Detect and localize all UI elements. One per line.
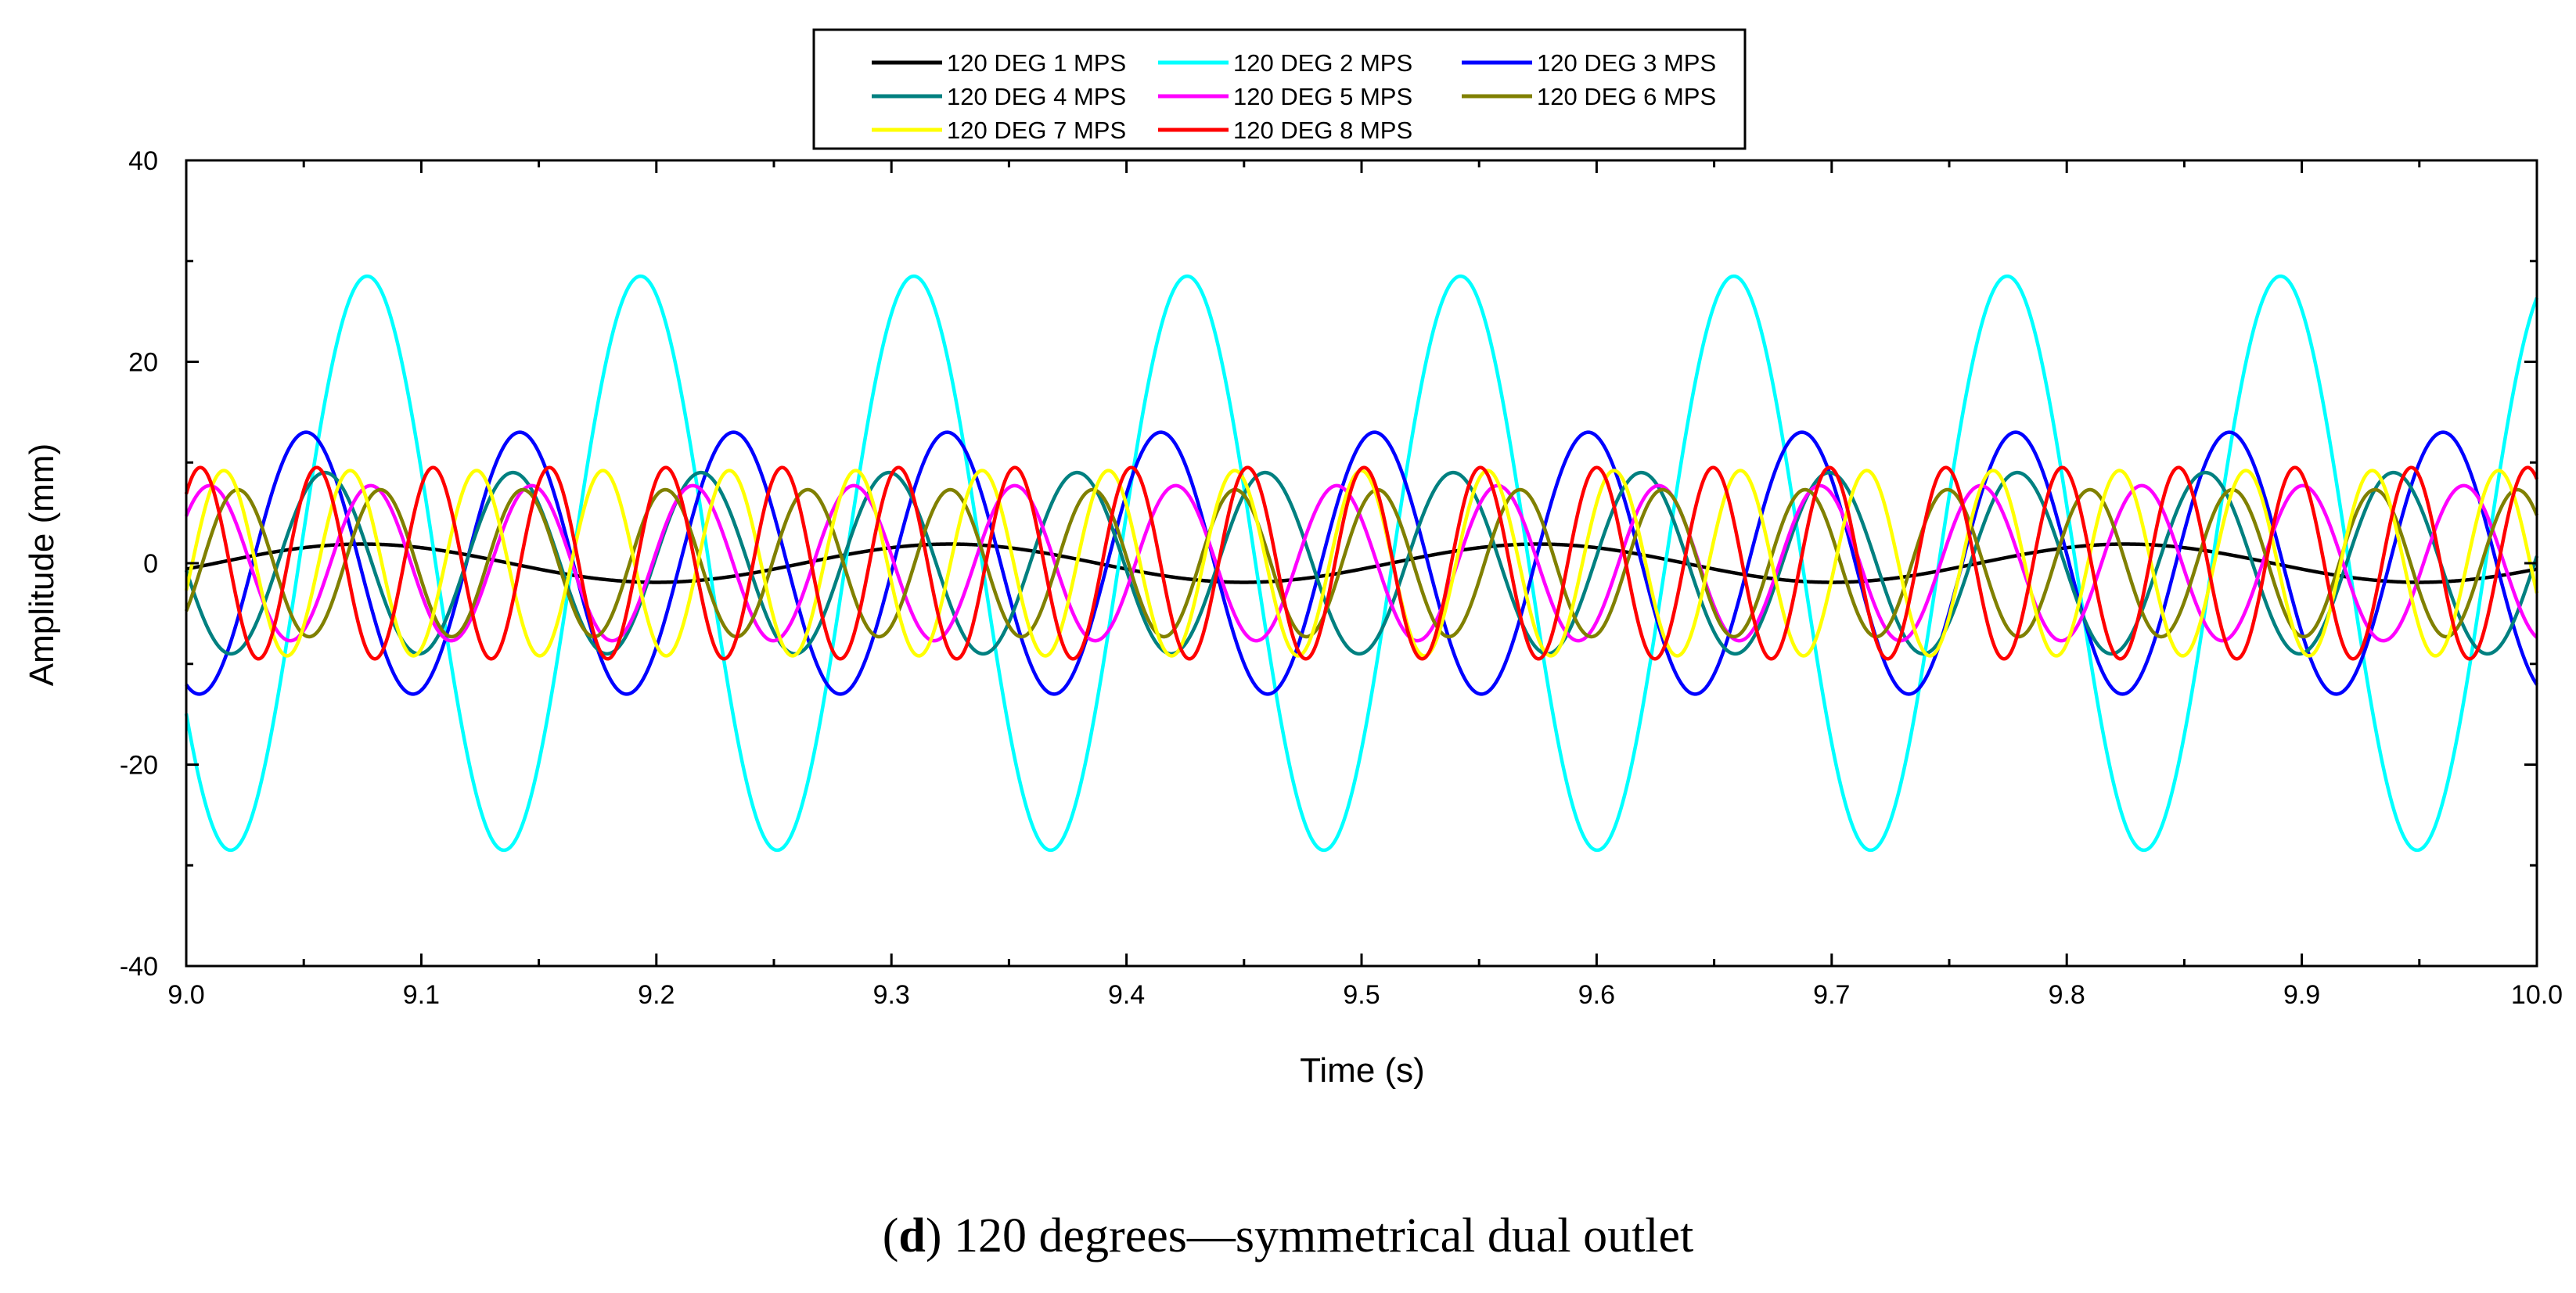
x-tick-label: 10.0 <box>2511 980 2563 1010</box>
caption-text: 120 degrees—symmetrical dual outlet <box>941 1209 1694 1262</box>
y-tick-label: 20 <box>128 348 158 378</box>
legend-label: 120 DEG 6 MPS <box>1537 83 1716 110</box>
series-line-6 <box>184 487 2539 639</box>
x-axis-title: Time (s) <box>1300 1051 1425 1090</box>
x-tick-label: 9.7 <box>1813 980 1850 1010</box>
x-tick-label: 9.0 <box>167 980 204 1010</box>
legend-label: 120 DEG 3 MPS <box>1537 49 1716 77</box>
legend-label: 120 DEG 2 MPS <box>1233 49 1412 77</box>
legend-label: 120 DEG 4 MPS <box>947 83 1126 110</box>
legend-label: 120 DEG 5 MPS <box>1233 83 1412 110</box>
series-layer <box>184 274 2539 853</box>
caption-label: d <box>898 1209 926 1262</box>
y-tick-label: -20 <box>120 751 158 781</box>
series-line-4 <box>184 470 2539 656</box>
legend-label: 120 DEG 8 MPS <box>1233 117 1412 144</box>
axes: 9.0 9.1 9.2 9.3 9.4 9.5 9.6 9.7 9.8 9.9 10.0 40 20 0 -… <box>120 146 2563 1010</box>
series-line-7 <box>184 469 2539 658</box>
series-line-1 <box>185 542 2538 584</box>
y-axis-title: Amplitude (mm) <box>23 444 61 687</box>
series-line-5 <box>184 483 2538 643</box>
x-tick-label: 9.3 <box>873 980 910 1010</box>
x-tick-label: 9.4 <box>1108 980 1145 1010</box>
x-tick-label: 9.1 <box>403 980 440 1010</box>
series-line-8 <box>184 465 2539 661</box>
x-tick-label: 9.6 <box>1578 980 1615 1010</box>
legend-label: 120 DEG 7 MPS <box>947 117 1126 144</box>
x-tick-label: 9.9 <box>2283 980 2320 1010</box>
y-tick-label: 0 <box>143 549 158 579</box>
legend-label: 120 DEG 1 MPS <box>947 49 1126 77</box>
y-tick-label: 40 <box>128 146 158 176</box>
legend-box <box>812 28 1747 150</box>
y-tick-label: -40 <box>120 952 158 982</box>
plot-frame <box>185 159 2538 968</box>
x-tick-label: 9.5 <box>1343 980 1380 1010</box>
figure-caption: (d) 120 degrees—symmetrical dual outlet <box>882 1209 1694 1262</box>
x-tick-label: 9.2 <box>638 980 675 1010</box>
series-line-2 <box>184 274 2539 853</box>
legend: 120 DEG 1 MPS 120 DEG 2 MPS 120 DEG 3 MPS 1… <box>812 28 1747 150</box>
x-tick-label: 9.8 <box>2049 980 2085 1010</box>
